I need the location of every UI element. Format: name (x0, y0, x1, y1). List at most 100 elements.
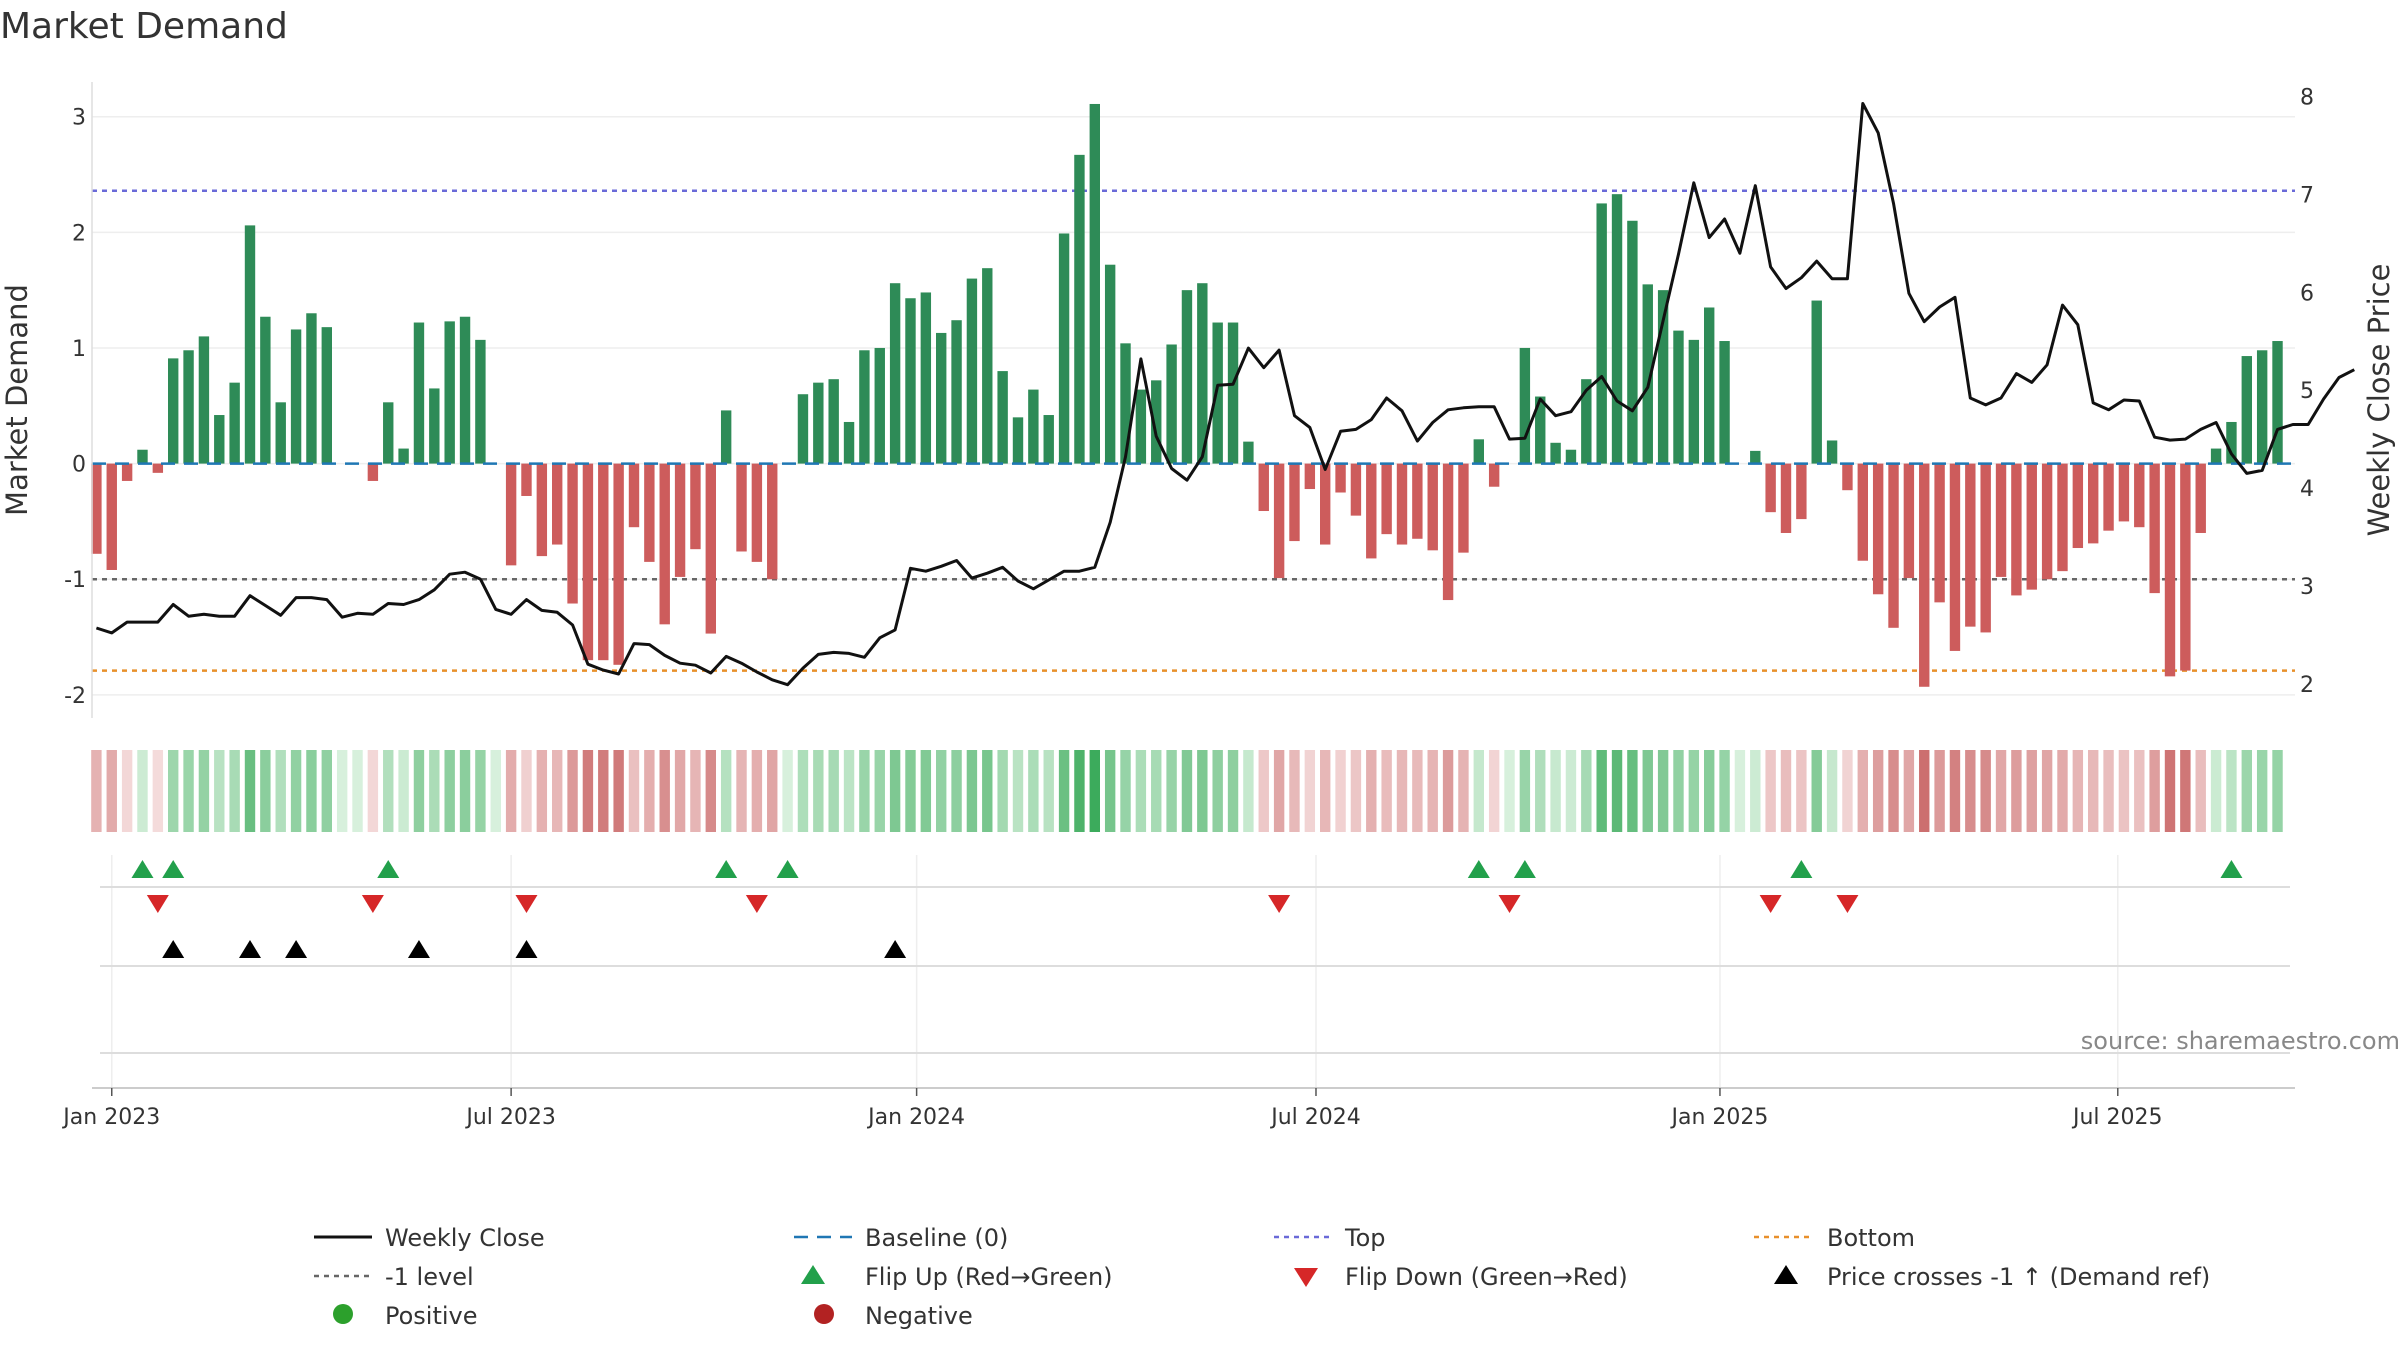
demand-bar-positive (874, 347, 885, 464)
heat-cell (1504, 750, 1515, 832)
heat-cell (1458, 750, 1469, 832)
demand-bar-positive (859, 350, 870, 464)
demand-bar-positive (1673, 330, 1684, 464)
x-tick-label: Jan 2024 (866, 1105, 965, 1130)
legend-item-top: Top (1274, 1224, 1386, 1252)
heat-cell (198, 750, 210, 832)
demand-bar-positive (398, 448, 409, 464)
demand-bar-negative (1320, 463, 1331, 545)
demand-bar-negative (1427, 463, 1438, 551)
price-cross-marker (285, 940, 308, 958)
demand-bar-positive (920, 292, 932, 464)
heat-cell (121, 750, 133, 832)
demand-bar-negative (505, 463, 517, 566)
demand-bar-positive (137, 449, 148, 464)
flip-down-marker (1498, 895, 1521, 913)
heat-cell (1089, 750, 1100, 832)
price-cross-marker (162, 940, 185, 958)
heat-cell (751, 750, 763, 832)
y-tick-label: 1 (72, 337, 86, 362)
demand-bar-positive (2256, 350, 2268, 464)
demand-bar-negative (1980, 463, 1991, 633)
signal-markers (131, 860, 2243, 958)
demand-bar-negative (1350, 463, 1362, 516)
x-tick-label: Jul 2023 (464, 1105, 556, 1130)
heat-cell (1872, 750, 1884, 832)
demand-bar-positive (1058, 233, 1070, 464)
signals-panel: Jan 2023 Jul 2023 Jan 2024 Jul 2024 Jan 2025… (61, 855, 2400, 1130)
demand-bar-negative (106, 463, 117, 570)
heat-cell (1043, 750, 1054, 832)
demand-bar-positive (1104, 264, 1116, 464)
x-tick-label: Jul 2024 (1269, 1105, 1361, 1130)
demand-bar-positive (1519, 347, 1531, 464)
legend-price-cross-marker (1774, 1265, 1798, 1284)
x-tick-label: Jul 2025 (2071, 1105, 2163, 1130)
heat-cell (644, 750, 655, 832)
demand-bar-negative (567, 463, 578, 604)
demand-bar-positive (229, 382, 240, 464)
heat-cell (1611, 750, 1623, 832)
demand-bar-positive (1089, 103, 1100, 464)
demand-bar-positive (966, 278, 978, 464)
demand-bar-positive (1074, 154, 1085, 464)
flip-down-marker (361, 895, 384, 913)
heat-cell (2057, 750, 2068, 832)
demand-bar-positive (1565, 449, 1577, 464)
heat-cell (444, 750, 455, 832)
demand-bar-negative (2195, 463, 2206, 533)
demand-bar-positive (1688, 339, 1700, 464)
source-note: source: sharemaestro.com (2081, 1027, 2400, 1055)
legend-bottom-label: Bottom (1827, 1224, 1915, 1252)
flip-up-marker (377, 860, 400, 878)
demand-bar-negative (2072, 463, 2084, 549)
weekly-close-line (95, 102, 2355, 687)
demand-bar-negative (628, 463, 640, 528)
heat-cell (2041, 750, 2053, 832)
heat-cell (260, 750, 271, 832)
heat-cell (275, 750, 286, 832)
heat-cell (2180, 750, 2191, 832)
reference-lines (92, 189, 2295, 672)
flip-up-marker (1513, 860, 1536, 878)
heat-cell (2241, 750, 2252, 832)
heat-cell (1750, 750, 1761, 832)
heat-cell (106, 750, 117, 832)
demand-bar-positive (1243, 441, 1254, 464)
heat-cell (1719, 750, 1730, 832)
demand-bar-negative (1796, 463, 1807, 520)
y-tick-label: -2 (64, 684, 86, 709)
heat-cell (1381, 750, 1392, 832)
heat-cell (1642, 750, 1653, 832)
heat-cell (1519, 750, 1531, 832)
demand-bar-negative (705, 463, 716, 634)
y-tick-label: 2 (72, 221, 86, 246)
demand-bar-negative (2180, 463, 2191, 671)
demand-bar-negative (2088, 463, 2099, 544)
heat-cell (2272, 750, 2283, 832)
demand-bar-positive (429, 388, 440, 464)
demand-bar-negative (659, 463, 670, 625)
legend-positive-label: Positive (385, 1302, 478, 1330)
heat-cell (1657, 750, 1669, 832)
legend-item-positive: Positive (333, 1302, 478, 1330)
heat-cell (91, 750, 102, 832)
chart-title: Market Demand (0, 6, 288, 47)
heat-cell (1965, 750, 1976, 832)
heat-cell (582, 750, 594, 832)
legend-flip-up-marker (801, 1265, 825, 1284)
demand-bar-negative (1381, 463, 1392, 535)
heat-cell (1304, 750, 1316, 832)
heat-cell (705, 750, 716, 832)
heat-cell (674, 750, 686, 832)
heat-cell (1949, 750, 1961, 832)
heat-cell (2118, 750, 2130, 832)
heat-cell (1857, 750, 1868, 832)
heat-cell (2256, 750, 2268, 832)
heat-cell (383, 750, 394, 832)
heat-cell (1335, 750, 1346, 832)
heat-cell (951, 750, 962, 832)
heat-cell (2026, 750, 2037, 832)
heat-cell (1074, 750, 1085, 832)
